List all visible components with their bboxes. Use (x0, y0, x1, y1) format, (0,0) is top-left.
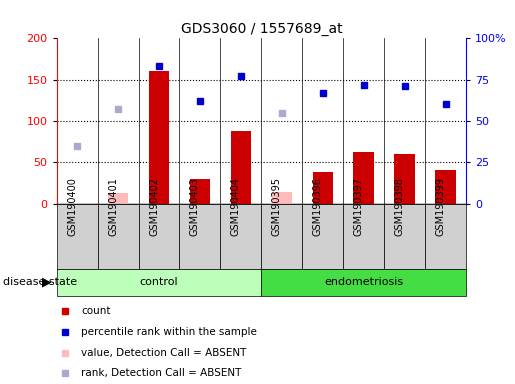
Bar (353, 152, 374, 204)
Bar (231, 131, 251, 204)
Text: GSM190397: GSM190397 (354, 177, 364, 236)
Bar (108, 193, 128, 204)
Text: value, Detection Call = ABSENT: value, Detection Call = ABSENT (81, 348, 247, 358)
Text: GSM190400: GSM190400 (67, 177, 77, 236)
Bar (384, 204, 425, 269)
Text: GSM190395: GSM190395 (272, 177, 282, 236)
Bar (261, 204, 302, 269)
Bar (190, 179, 210, 204)
Text: GSM190401: GSM190401 (108, 177, 118, 236)
Title: GDS3060 / 1557689_at: GDS3060 / 1557689_at (181, 22, 342, 36)
Bar (149, 71, 169, 204)
Bar (98, 204, 139, 269)
Text: GSM190403: GSM190403 (190, 177, 200, 236)
Bar (261, 269, 466, 296)
Bar (425, 204, 466, 269)
Text: GSM190398: GSM190398 (394, 177, 405, 236)
Text: GSM190399: GSM190399 (436, 177, 445, 236)
Text: control: control (140, 277, 178, 287)
Bar (57, 269, 261, 296)
Bar (313, 172, 333, 204)
Text: disease state: disease state (3, 277, 77, 287)
Bar (220, 204, 261, 269)
Bar (344, 204, 384, 269)
Text: GSM190396: GSM190396 (313, 177, 323, 236)
Bar (139, 204, 180, 269)
Text: GSM190404: GSM190404 (231, 177, 241, 236)
Bar (57, 204, 98, 269)
Text: percentile rank within the sample: percentile rank within the sample (81, 327, 257, 337)
Bar (435, 170, 456, 204)
Text: rank, Detection Call = ABSENT: rank, Detection Call = ABSENT (81, 368, 242, 378)
Bar (271, 192, 292, 204)
Bar (394, 154, 415, 204)
Bar (180, 204, 220, 269)
Text: GSM190402: GSM190402 (149, 177, 159, 236)
Text: endometriosis: endometriosis (324, 277, 403, 287)
Bar (302, 204, 343, 269)
Text: ▶: ▶ (42, 276, 51, 289)
Text: count: count (81, 306, 111, 316)
